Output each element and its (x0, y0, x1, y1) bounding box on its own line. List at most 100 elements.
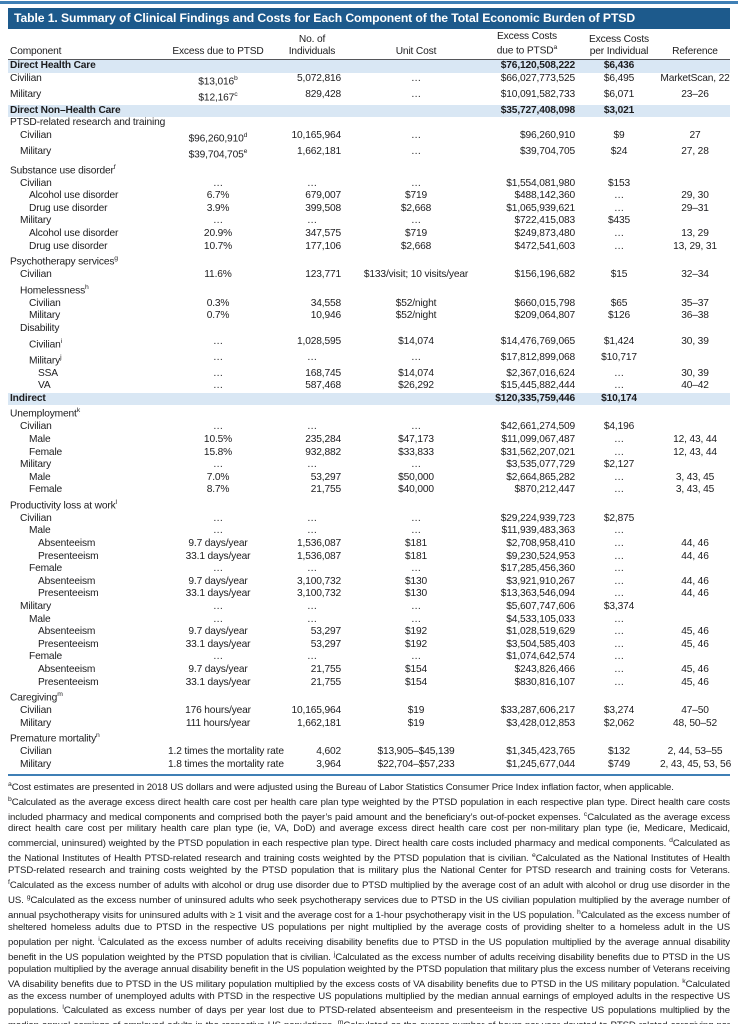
excess-due-to-ptsd-cell (168, 282, 268, 298)
component-cell: Civilian (29, 297, 61, 309)
table-row: Female……… $1,074,642,574… (8, 651, 730, 664)
component-cell: Military (10, 88, 42, 100)
reference-cell (660, 513, 730, 526)
excess-costs-due-to-ptsd-cell: $9,230,524,953 (506, 550, 575, 562)
excess-due-to-ptsd-cell: $96,260,910d (188, 131, 248, 145)
component-cell: Disability (20, 323, 60, 334)
excess-costs-due-to-ptsd-cell: $42,661,274,509 (500, 421, 575, 433)
unit-cost-cell: … (410, 72, 422, 84)
unit-cost-cell: $181 (404, 550, 428, 562)
excess-costs-due-to-ptsd-cell: $2,664,865,282 (506, 471, 575, 483)
header-row: Component Excess due to PTSD No. of Individ… (8, 31, 730, 60)
excess-due-to-ptsd-cell: 3.9% (206, 202, 230, 214)
no-of-individuals-cell: 235,284 (305, 433, 341, 445)
excess-costs-per-individual-cell: … (613, 367, 625, 379)
table-row: Presenteeism 33.1 days/year 3,100,732 $130 $… (8, 588, 730, 601)
table-row: Civilian $13,016b 5,072,816 … $66,027,773,52… (8, 73, 730, 89)
component-cell: PTSD-related research and training (10, 117, 166, 129)
excess-due-to-ptsd-cell: 33.1 days/year (185, 550, 251, 562)
excess-costs-per-individual-cell: … (613, 380, 625, 392)
component-cell: Military (20, 215, 52, 227)
reference-cell: 13, 29, 31 (673, 240, 717, 252)
component-cell: Drug use disorder (29, 240, 108, 252)
excess-costs-per-individual-cell (578, 405, 660, 421)
excess-due-to-ptsd-cell: … (212, 459, 224, 471)
unit-cost-cell: … (410, 512, 422, 524)
table-row: Productivity loss at workl (8, 497, 730, 513)
component-cell: Military (20, 459, 52, 471)
no-of-individuals-cell (268, 323, 356, 336)
excess-due-to-ptsd-cell: 1.2 times the mortality rate (168, 746, 284, 758)
excess-costs-per-individual-cell: $4,196 (603, 421, 635, 433)
reference-cell: 27, 28 (681, 145, 709, 157)
reference-cell (660, 105, 730, 118)
component-cell: Male (29, 433, 51, 445)
table-row: Alcohol use disorder 6.7% 679,007 $719 $488,… (8, 190, 730, 203)
excess-costs-due-to-ptsd-cell: $96,260,910 (519, 129, 575, 141)
excess-costs-due-to-ptsd-cell: $3,428,012,853 (506, 717, 575, 729)
footnotes: aCost estimates are presented in 2018 US… (8, 779, 730, 1024)
excess-costs-per-individual-cell: … (613, 613, 625, 625)
reference-cell: 23–26 (681, 88, 709, 100)
reference-cell: MarketScan, 22 (660, 72, 730, 84)
table-row: PTSD-related research and training (8, 117, 730, 130)
excess-costs-per-individual-cell (578, 730, 660, 746)
reference-cell: 2, 43, 45, 53, 56 (660, 758, 732, 770)
summary-table: Component Excess due to PTSD No. of Individ… (8, 31, 732, 772)
excess-costs-due-to-ptsd-cell: $29,224,939,723 (500, 512, 575, 524)
component-cell: Civilian (20, 129, 52, 141)
excess-due-to-ptsd-cell: 33.1 days/year (185, 676, 251, 688)
table-row: Civilian 11.6% 123,771 $133/visit; 10 visit… (8, 269, 730, 282)
reference-cell (660, 215, 730, 228)
table-row: Militaryj … … … $17,812,899,068 $10,717 (8, 352, 730, 368)
component-cell: Unemploymentk (10, 407, 81, 420)
component-cell: Male (29, 525, 51, 537)
component-cell: Indirect (10, 392, 46, 404)
component-cell: Civiliani (29, 337, 63, 350)
table-title-bar: Table 1. Summary of Clinical Findings an… (8, 8, 730, 29)
component-cell: Alcohol use disorder (29, 190, 119, 202)
component-cell: Caregivingm (10, 691, 63, 704)
reference-cell: 3, 43, 45 (675, 471, 715, 483)
excess-due-to-ptsd-cell (168, 730, 268, 746)
component-cell: Absenteeism (38, 575, 96, 587)
component-cell: Presenteeism (38, 550, 99, 562)
no-of-individuals-cell: 177,106 (305, 240, 341, 252)
reference-cell (660, 393, 730, 406)
excess-costs-due-to-ptsd-cell (476, 497, 578, 513)
table-row: Absenteeism 9.7 days/year 21,755 $154 $243,8… (8, 664, 730, 677)
no-of-individuals-cell: 53,297 (310, 626, 341, 638)
unit-cost-cell: … (410, 351, 422, 363)
component-cell: VA (38, 380, 51, 392)
table-row: Civilian 176 hours/year 10,165,964 $19 $33,2… (8, 705, 730, 718)
footnote-a: aCost estimates are presented in 2018 US… (8, 780, 674, 793)
component-cell: Male (29, 613, 51, 625)
component-cell: Psychotherapy servicesg (10, 255, 119, 268)
col-header-excess-costs-due-to-ptsd: Excess Costs due to PTSDa (476, 31, 578, 60)
excess-costs-per-individual-cell: $2,127 (603, 459, 635, 471)
no-of-individuals-cell (268, 689, 356, 705)
no-of-individuals-cell: … (306, 421, 318, 433)
unit-cost-cell (356, 282, 476, 298)
reference-cell: 47–50 (681, 705, 709, 717)
excess-due-to-ptsd-cell: 9.7 days/year (188, 664, 248, 675)
excess-costs-due-to-ptsd-cell: $870,212,447 (514, 484, 575, 496)
excess-due-to-ptsd-cell (168, 162, 268, 178)
excess-costs-due-to-ptsd-cell: $156,196,682 (514, 269, 575, 281)
excess-due-to-ptsd-cell (168, 105, 268, 118)
reference-cell (660, 689, 730, 705)
col-header-component: Component (8, 31, 168, 60)
component-cell: Female (29, 484, 63, 496)
col-header-excess-costs-per-individual: Excess Costs per Individual (578, 31, 660, 60)
unit-cost-cell: … (410, 563, 422, 575)
unit-cost-cell (356, 405, 476, 421)
table-row: VA … 587,468 $26,292 $15,445,882,444 … 40–42 (8, 380, 730, 393)
reference-cell (660, 497, 730, 513)
table-row: Drug use disorder 10.7% 177,106 $2,668 $472,… (8, 241, 730, 254)
reference-cell (660, 563, 730, 576)
unit-cost-cell: $719 (404, 228, 428, 240)
reference-cell: 30, 39 (681, 335, 709, 347)
excess-costs-per-individual-cell: $3,374 (603, 601, 635, 613)
excess-costs-per-individual-cell: … (613, 471, 625, 483)
unit-cost-cell: $50,000 (398, 471, 434, 483)
